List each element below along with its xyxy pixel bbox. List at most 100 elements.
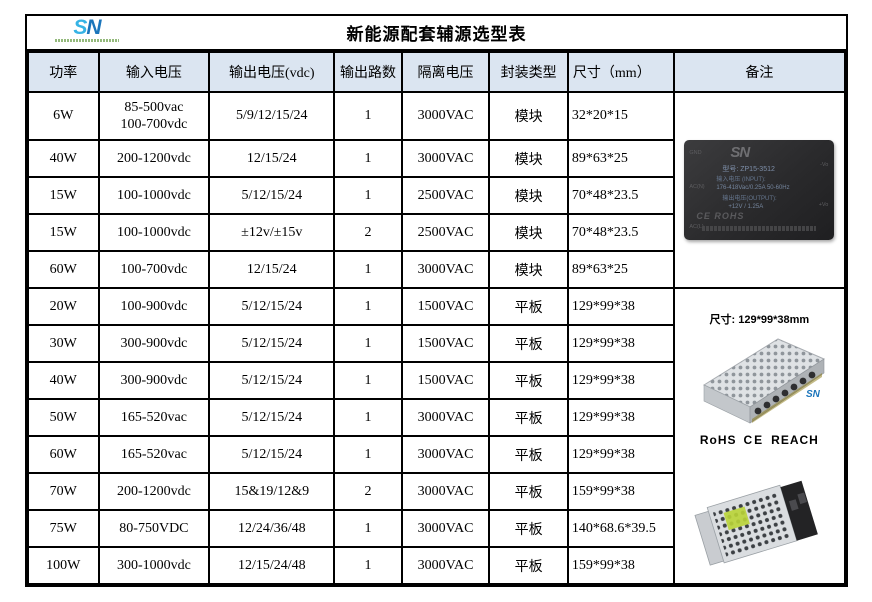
cell-output: 5/12/15/24 [208,435,336,474]
rohs-mark: RoHS [699,433,737,447]
cell-package: 模块 [488,139,569,178]
cell-output: 12/24/36/48 [208,509,336,548]
title-row: SN 新能源配套辅源选型表 [27,16,846,51]
cell-isolation: 1500VAC [400,324,491,363]
table-row: 75W 80-750VDC 12/24/36/48 1 3000VAC 平板 1… [27,509,845,548]
cell-input: 200-1200vdc [97,139,211,178]
cell-output: 15&19/12&9 [208,472,336,511]
cell-channels: 1 [333,324,403,363]
cell-channels: 2 [333,472,403,511]
cell-power: 50W [27,398,100,437]
cell-output: 12/15/24 [208,139,336,178]
module-product-photo: GND SN -Vo 型号: ZP15-3512 输入电压 (INPUT): 1… [684,140,835,240]
pin-label-gnd: GND [689,150,702,156]
col-header-power: 功率 [27,51,100,93]
cell-output: ±12v/±15v [208,213,336,252]
angled-psu-photo [694,480,819,566]
col-header-remarks: 备注 [672,51,847,93]
selection-table: 功率 输入电压 输出电压(vdc) 输出路数 隔离电压 封装类型 尺寸（mm） … [27,51,847,585]
table-row: 60W 100-700vdc 12/15/24 1 3000VAC 模块 89*… [27,250,845,289]
cell-isolation: 3000VAC [400,139,491,178]
cell-size: 32*20*15 [566,91,675,141]
table-row: 15W 100-1000vdc 5/12/15/24 1 2500VAC 模块 … [27,176,845,215]
cell-channels: 1 [333,287,403,326]
cell-isolation: 3000VAC [400,546,491,585]
cell-power: 6W [27,91,100,141]
cell-size: 129*99*38 [566,435,675,474]
module-input-label: 输入电压 (INPUT): [716,177,766,183]
cell-size: 129*99*38 [566,398,675,437]
module-output-value: +12V / 1.25A [728,204,764,210]
col-header-package: 封装类型 [488,51,569,93]
cell-input: 300-900vdc [97,324,211,363]
cell-channels: 1 [333,176,403,215]
cell-input: 100-1000vdc [97,176,211,215]
module-sn-logo: SN [730,144,750,161]
cell-power: 75W [27,509,100,548]
table-row: 15W 100-1000vdc ±12v/±15v 2 2500VAC 模块 7… [27,213,845,252]
table-row: 70W 200-1200vdc 15&19/12&9 2 3000VAC 平板 … [27,472,845,511]
cell-size: 159*99*38 [566,472,675,511]
col-header-output: 输出电压(vdc) [208,51,336,93]
module-manufacturer-line [702,226,817,231]
table-row: 30W 300-900vdc 5/12/15/24 1 1500VAC 平板 1… [27,324,845,363]
cell-output: 5/12/15/24 [208,287,336,326]
cell-package: 模块 [488,91,569,141]
cell-input: 300-900vdc [97,361,211,400]
cell-output: 12/15/24 [208,250,336,289]
cell-input: 85-500vac 100-700vdc [97,91,211,141]
cell-package: 平板 [488,546,569,585]
cell-channels: 1 [333,435,403,474]
cell-output: 5/12/15/24 [208,398,336,437]
cell-power: 15W [27,213,100,252]
svg-text:SN: SN [806,389,821,400]
cell-isolation: 2500VAC [400,176,491,215]
cell-size: 129*99*38 [566,324,675,363]
cell-isolation: 3000VAC [400,250,491,289]
cell-package: 平板 [488,324,569,363]
cell-package: 模块 [488,176,569,215]
sn-logo: SN [55,17,119,42]
cell-channels: 1 [333,250,403,289]
cell-input: 100-700vdc [97,250,211,289]
module-model: 型号: ZP15-3512 [722,166,775,173]
certifications-line: RoHS CE REACH [700,433,819,447]
cell-package: 平板 [488,435,569,474]
cell-package: 模块 [488,250,569,289]
cell-package: 平板 [488,361,569,400]
cell-input: 165-520vac [97,398,211,437]
cell-size: 159*99*38 [566,546,675,585]
remarks-cell-module: GND SN -Vo 型号: ZP15-3512 输入电压 (INPUT): 1… [672,91,847,289]
cell-size: 70*48*23.5 [566,213,675,252]
cell-isolation: 2500VAC [400,213,491,252]
cell-isolation: 1500VAC [400,287,491,326]
cell-size: 129*99*38 [566,287,675,326]
reach-mark: REACH [771,433,819,447]
cell-channels: 2 [333,213,403,252]
pin-label-vneg: -Vo [820,162,829,168]
cell-channels: 1 [333,398,403,437]
cell-output: 5/12/15/24 [208,324,336,363]
col-header-isolation: 隔离电压 [400,51,491,93]
pin-label-vpos: +Vo [818,202,829,208]
cell-isolation: 1500VAC [400,361,491,400]
flat-psu-photo: SN [703,338,826,424]
cell-power: 60W [27,435,100,474]
col-header-channels: 输出路数 [333,51,403,93]
module-output-label: 输出电压(OUTPUT): [722,196,777,202]
table-header-row: 功率 输入电压 输出电压(vdc) 输出路数 隔离电压 封装类型 尺寸（mm） … [27,51,847,93]
table-row: 40W 300-900vdc 5/12/15/24 1 1500VAC 平板 1… [27,361,845,400]
cell-output: 5/12/15/24 [208,176,336,215]
cell-output: 5/12/15/24 [208,361,336,400]
cell-size: 129*99*38 [566,361,675,400]
sn-logo-text: SN [73,16,101,39]
cell-input: 165-520vac [97,435,211,474]
table-row: 60W 165-520vac 5/12/15/24 1 3000VAC 平板 1… [27,435,845,474]
cell-isolation: 3000VAC [400,472,491,511]
ce-mark: CE [743,433,765,447]
cell-power: 40W [27,361,100,400]
cell-isolation: 3000VAC [400,398,491,437]
cell-package: 平板 [488,398,569,437]
cell-size: 140*68.6*39.5 [566,509,675,548]
cell-input: 80-750VDC [97,509,211,548]
